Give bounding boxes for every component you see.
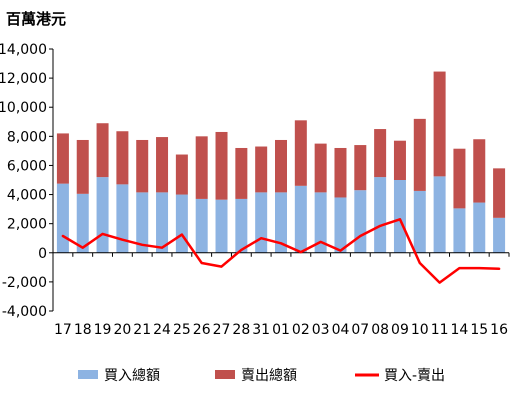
axes-layer: -4,000 -2,000 0 2,000 4,000 6,000 8,000 10,000 1… [0,42,509,338]
legend-label-2: 買入-賣出 [384,368,445,384]
bar-buy-14 [453,208,465,252]
y-tick-label: 4,000 [7,188,47,204]
x-tick-label: 08 [371,322,389,338]
legend-swatch-0 [78,370,98,379]
x-tick-label: 14 [451,322,469,338]
x-tick-label: 03 [312,322,330,338]
bar-sell-27 [216,132,228,200]
y-tick-label: -4,000 [2,304,47,320]
bar-sell-19 [97,123,109,177]
bar-buy-04 [334,197,346,252]
bar-sell-15 [473,139,485,202]
x-tick-label: 02 [292,322,310,338]
y-tick-label: 0 [38,246,47,262]
bar-buy-02 [295,186,307,253]
bar-sell-28 [235,148,247,199]
bar-buy-25 [176,195,188,253]
x-tick-label: 17 [54,322,72,338]
y-tick-label: 12,000 [0,71,47,87]
y-tick-label: 14,000 [0,42,47,58]
bar-sell-07 [354,145,366,190]
bar-sell-10 [414,119,426,191]
x-tick-label: 19 [94,322,112,338]
x-tick-label: 25 [173,322,191,338]
bar-sell-11 [434,72,446,177]
bar-sell-24 [156,137,168,192]
bar-sell-18 [77,140,89,194]
y-tick-label: 10,000 [0,100,47,116]
x-tick-label: 26 [193,322,211,338]
legend: 買入總額 賣出總額 買入-賣出 [78,367,445,384]
y-tick-label: 6,000 [7,158,47,174]
bar-sell-14 [453,149,465,209]
bar-buy-08 [374,177,386,253]
legend-swatch-1 [215,370,235,379]
unit-label: 百萬港元 [6,10,66,28]
x-tick-label: 11 [431,322,449,338]
y-tick-label: 8,000 [7,129,47,145]
x-tick-label: 27 [213,322,231,338]
bar-sell-02 [295,120,307,186]
bar-sell-21 [136,140,148,192]
bar-buy-15 [473,203,485,253]
bar-sell-16 [493,168,505,217]
bar-buy-28 [235,199,247,253]
x-tick-label: 31 [252,322,270,338]
bar-buy-26 [196,199,208,253]
x-tick-label: 15 [470,322,488,338]
bar-buy-27 [216,200,228,253]
bar-buy-11 [434,176,446,252]
bar-sell-25 [176,155,188,195]
bar-buy-19 [97,177,109,253]
x-tick-label: 20 [113,322,131,338]
bar-buy-31 [255,192,267,252]
legend-label-0: 買入總額 [104,367,160,384]
x-tick-label: 24 [153,322,171,338]
x-tick-label: 18 [74,322,92,338]
bar-buy-17 [57,184,69,253]
y-tick-label: -2,000 [2,275,47,291]
x-tick-label: 10 [411,322,429,338]
bar-sell-09 [394,141,406,180]
x-tick-label: 16 [490,322,508,338]
bars-layer [57,72,505,253]
bar-sell-01 [275,140,287,192]
bar-sell-03 [315,144,327,193]
x-tick-label: 28 [232,322,250,338]
x-tick-label: 04 [332,322,350,338]
bar-sell-08 [374,129,386,177]
bar-sell-31 [255,147,267,193]
bar-buy-10 [414,191,426,253]
legend-label-1: 賣出總額 [241,367,297,384]
x-tick-label: 09 [391,322,409,338]
x-tick-label: 01 [272,322,290,338]
x-tick-label: 21 [133,322,151,338]
bar-buy-20 [116,184,128,252]
bar-sell-04 [334,148,346,197]
bar-buy-16 [493,218,505,253]
bar-buy-07 [354,190,366,253]
bar-sell-17 [57,133,69,183]
x-tick-label: 07 [351,322,369,338]
bar-buy-09 [394,180,406,253]
y-tick-label: 2,000 [7,217,47,233]
bar-sell-26 [196,136,208,199]
bar-sell-20 [116,131,128,184]
